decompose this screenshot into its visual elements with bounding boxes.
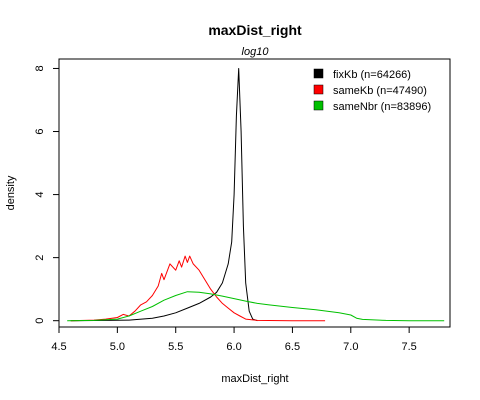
legend-label: fixKb (n=64266) bbox=[333, 69, 411, 81]
chart-title: maxDist_right bbox=[208, 22, 302, 38]
x-tick-label: 5.5 bbox=[168, 341, 183, 353]
chart-subtitle: log10 bbox=[242, 46, 270, 58]
legend-swatch bbox=[314, 69, 323, 78]
legend-label: sameKb (n=47490) bbox=[333, 85, 427, 97]
x-tick-label: 7.0 bbox=[343, 341, 358, 353]
x-axis: 4.5 5.0 5.5 6.0 6.5 7.0 7.5 bbox=[51, 327, 416, 353]
y-tick-label: 6 bbox=[34, 128, 46, 134]
legend-swatch bbox=[314, 85, 323, 94]
legend-label: sameNbr (n=83896) bbox=[333, 101, 431, 113]
legend-swatch bbox=[314, 101, 323, 110]
series-line bbox=[71, 69, 258, 321]
y-tick-label: 4 bbox=[34, 192, 46, 198]
legend: fixKb (n=64266) sameKb (n=47490) sameNbr (… bbox=[314, 69, 431, 113]
plot-frame bbox=[59, 59, 450, 327]
x-tick-label: 6.5 bbox=[285, 341, 300, 353]
x-tick-label: 7.5 bbox=[402, 341, 417, 353]
x-tick-label: 5.0 bbox=[110, 341, 125, 353]
y-tick-label: 8 bbox=[34, 65, 46, 71]
x-tick-label: 4.5 bbox=[51, 341, 66, 353]
x-axis-label: maxDist_right bbox=[221, 373, 288, 385]
series-line bbox=[71, 256, 325, 321]
y-tick-label: 2 bbox=[34, 255, 46, 261]
series-line bbox=[67, 292, 444, 321]
y-axis: 0 2 4 6 8 bbox=[34, 65, 59, 323]
y-tick-label: 0 bbox=[34, 318, 46, 324]
x-tick-label: 6.0 bbox=[226, 341, 241, 353]
y-axis-label: density bbox=[5, 175, 17, 210]
